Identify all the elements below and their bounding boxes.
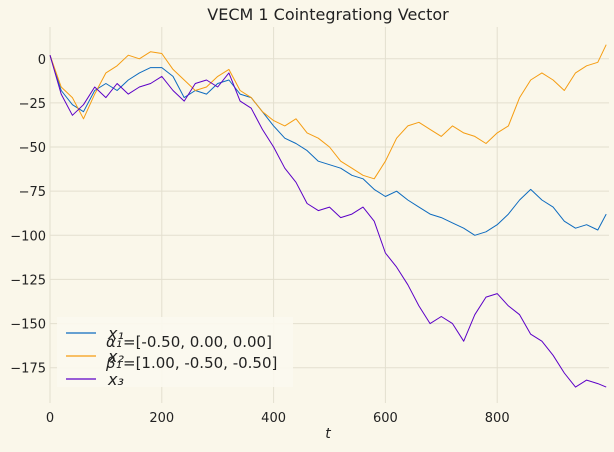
legend: x₁ x₂ x₃ α₁ =[-0.50, 0.00, 0.00]β₁ =[1.00, -0… <box>57 317 293 389</box>
y-tick-label: −100 <box>10 229 46 244</box>
y-tick-label: −25 <box>19 97 46 112</box>
legend-label: x₁ <box>107 324 124 343</box>
x-tick-label: 200 <box>149 411 174 426</box>
y-tick-label: −50 <box>19 141 46 156</box>
series-line <box>49 55 607 388</box>
x-axis-label: t <box>325 426 331 442</box>
series-line <box>49 55 607 236</box>
grid-lines <box>49 27 609 403</box>
annotation-symbol: β₁ <box>105 354 122 372</box>
y-tick-label: −75 <box>19 185 46 200</box>
y-tick-label: −175 <box>10 362 46 377</box>
annotation-text: =[1.00, -0.50, -0.50] <box>123 354 277 372</box>
y-tick-label: −125 <box>10 273 46 288</box>
x-tick-label: 0 <box>46 411 54 426</box>
legend-label: x₂ <box>107 347 124 366</box>
chart-title: VECM 1 Cointegrationg Vector <box>207 5 449 24</box>
x-tick-label: 800 <box>485 411 510 426</box>
x-tick-label: 600 <box>373 411 398 426</box>
annotation-symbol: α₁ <box>106 333 122 351</box>
legend-box <box>57 317 293 387</box>
annotation-text: =[-0.50, 0.00, 0.00] <box>123 333 272 351</box>
axes: 0 200 400 600 800 0 −25 −50 −75 −100 −125 −150 −175 <box>10 53 509 426</box>
legend-label: x₃ <box>107 370 124 389</box>
y-tick-label: −150 <box>10 318 46 333</box>
x-tick-label: 400 <box>261 411 286 426</box>
series-lines <box>49 44 607 388</box>
series-line <box>49 44 607 180</box>
y-tick-label: 0 <box>38 53 46 68</box>
